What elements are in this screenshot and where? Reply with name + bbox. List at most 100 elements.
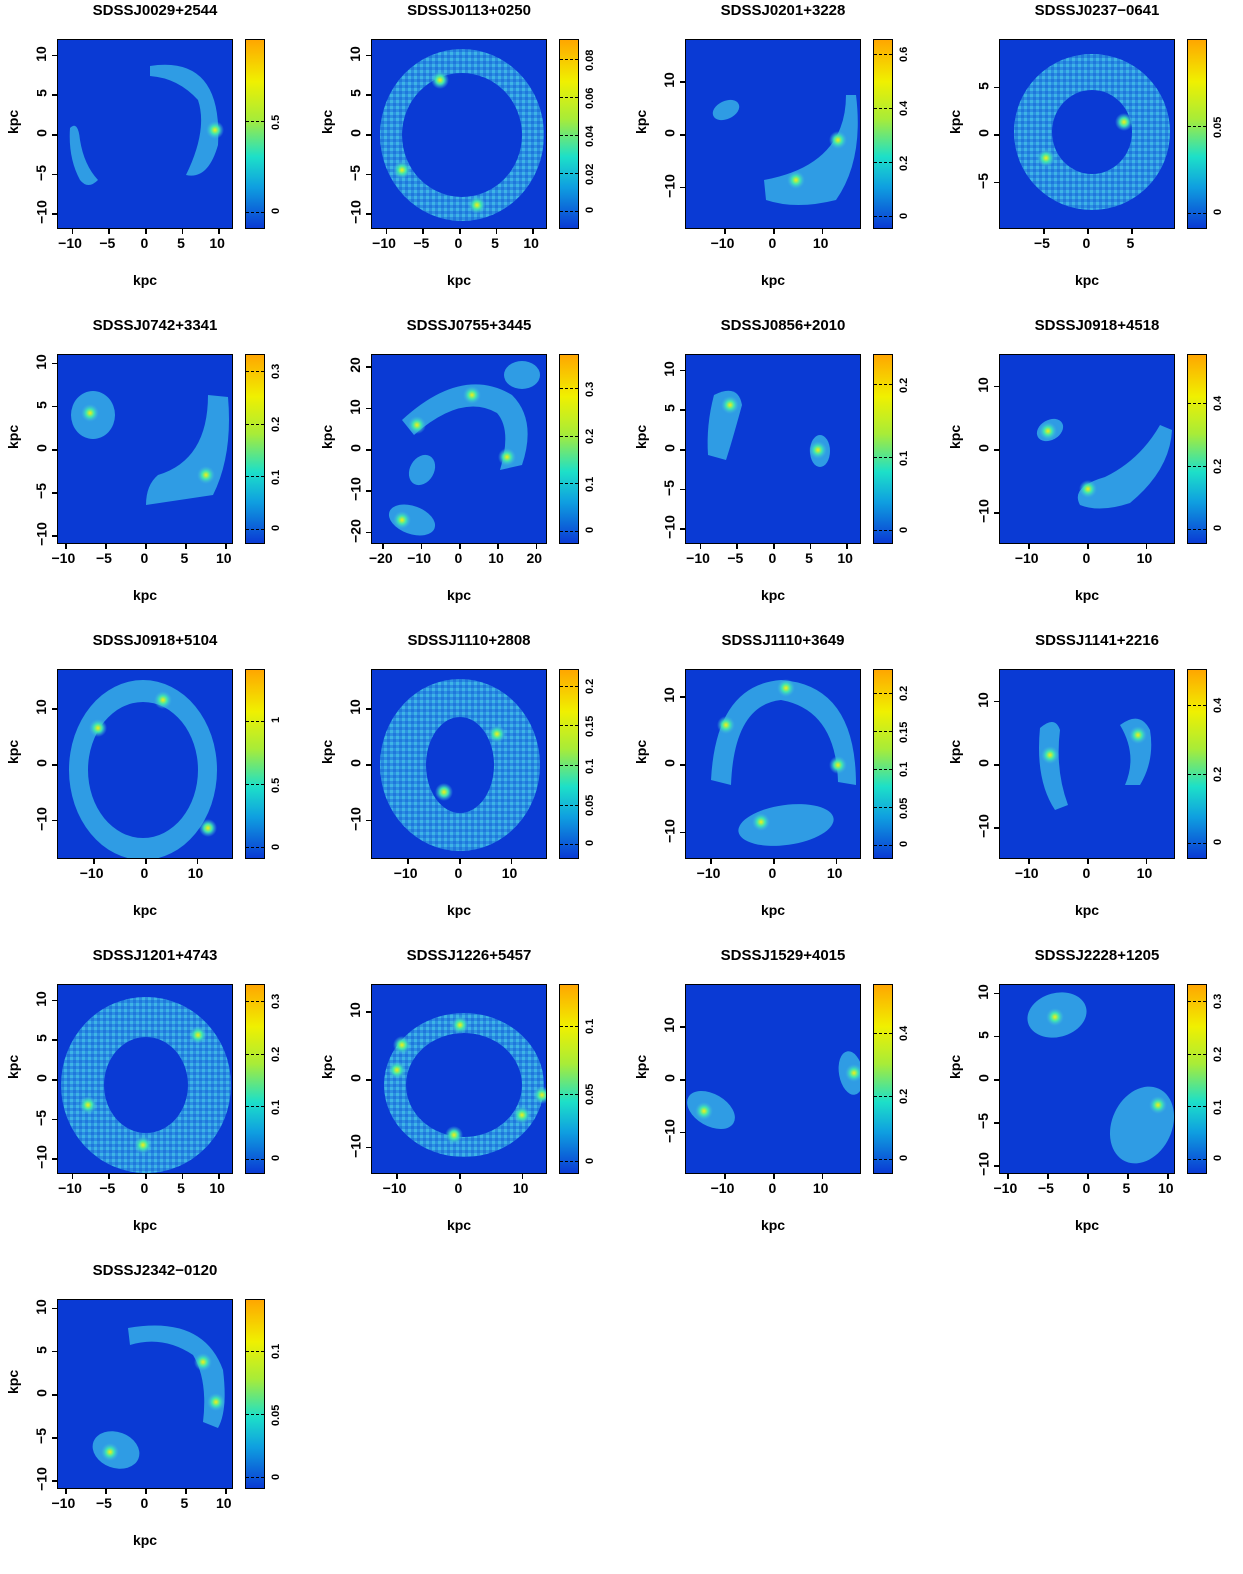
y-tick-mark: [52, 1394, 57, 1396]
colorbar-dash: [874, 162, 892, 164]
colorbar-dash: [874, 384, 892, 386]
x-tick-mark: [185, 544, 187, 549]
y-tick-mark: [994, 181, 999, 183]
y-tick-label: 10: [661, 361, 677, 377]
y-tick-label: 10: [347, 1002, 363, 1018]
x-tick-mark: [1087, 1174, 1089, 1179]
bright-knot: [717, 716, 735, 734]
x-tick-label: 0: [1082, 235, 1091, 251]
lens-panel: SDSSJ0201+3228 −10 0 10 −10 0 10 kpc kpc 0 0.2 0.4 0…: [628, 0, 938, 314]
colorbar-dash: [874, 457, 892, 459]
heatmap-plot: [371, 354, 547, 544]
colorbar-dash: [874, 806, 892, 808]
bright-knot: [79, 1096, 97, 1114]
x-tick-label: 5: [491, 235, 499, 251]
colorbar-dash: [560, 765, 578, 766]
y-tick-mark: [52, 1480, 57, 1482]
heatmap-plot: [685, 354, 861, 544]
colorbar-tick-label: 0.2: [898, 1089, 910, 1105]
y-tick-mark: [994, 764, 999, 766]
colorbar-tick-label: 0: [270, 1473, 282, 1480]
x-tick-label: 10: [1136, 550, 1153, 566]
y-tick-mark: [52, 708, 57, 710]
heatmap-image: [1027, 992, 1174, 1164]
colorbar-tick-label: 0.2: [898, 686, 910, 702]
heatmap-plot: [57, 984, 233, 1174]
colorbar-tick-label: 0.5: [270, 114, 282, 131]
colorbar-tick-label: 0.4: [898, 1025, 910, 1042]
lensed-image: [1109, 1086, 1174, 1164]
y-tick-mark: [680, 134, 685, 136]
y-tick-mark: [52, 764, 57, 766]
y-tick-label: −5: [975, 1113, 991, 1130]
x-tick-label: 0: [140, 235, 149, 251]
y-tick-label: −10: [347, 807, 363, 831]
y-tick-mark: [52, 1350, 57, 1353]
bright-knot: [435, 783, 453, 801]
x-tick-mark: [510, 859, 513, 864]
x-tick-label: −10: [407, 550, 431, 566]
x-axis-label: kpc: [760, 587, 786, 603]
colorbar-dash: [1188, 1053, 1206, 1055]
x-tick-label: 0: [140, 1495, 149, 1511]
y-tick-mark: [366, 449, 371, 451]
bright-knot: [533, 1086, 546, 1104]
y-tick-label: 0: [33, 759, 49, 767]
colorbar-dash: [1188, 704, 1206, 706]
bright-knot: [1149, 1096, 1167, 1114]
lensed-arc: [146, 395, 229, 505]
x-tick-mark: [181, 229, 184, 234]
y-tick-mark: [52, 362, 57, 365]
y-tick-mark: [366, 764, 371, 766]
y-tick-mark: [366, 1079, 371, 1081]
colorbar-dash: [560, 59, 578, 60]
lensed-image: [388, 504, 436, 536]
colorbar-dash: [560, 804, 578, 806]
colorbar-dash: [246, 121, 264, 123]
bright-knot: [829, 131, 847, 149]
x-tick-label: 0: [454, 865, 463, 881]
x-axis-label: kpc: [1074, 272, 1100, 288]
x-tick-mark: [1127, 1174, 1129, 1179]
x-tick-mark: [396, 1174, 398, 1179]
y-axis-label: kpc: [947, 424, 963, 449]
y-tick-label: 5: [33, 89, 49, 98]
y-tick-mark: [366, 54, 371, 57]
y-tick-label: −20: [347, 518, 363, 543]
panel-title: SDSSJ0201+3228: [720, 2, 846, 19]
y-tick-label: −5: [661, 479, 677, 496]
y-tick-mark: [994, 1165, 999, 1167]
colorbar-dash: [246, 1053, 264, 1055]
colorbar: [245, 669, 265, 859]
bright-knot: [829, 756, 847, 774]
y-tick-mark: [366, 819, 371, 822]
bright-knot: [809, 441, 827, 459]
x-tick-label: 10: [209, 235, 225, 251]
colorbar-dash: [246, 370, 264, 372]
colorbar-dash: [560, 435, 578, 437]
colorbar-tick-label: 0.1: [584, 476, 596, 492]
colorbar-dash: [246, 529, 264, 531]
y-tick-label: 0: [347, 444, 363, 452]
x-axis-label: kpc: [132, 902, 158, 918]
x-axis-label: kpc: [760, 272, 786, 288]
y-tick-label: −10: [661, 1118, 677, 1143]
y-tick-mark: [52, 405, 57, 408]
x-tick-label: −10: [79, 865, 104, 881]
heatmap-plot: [57, 354, 233, 544]
y-tick-label: 0: [33, 129, 49, 137]
x-axis-label: kpc: [1074, 1217, 1100, 1233]
y-tick-mark: [680, 488, 685, 491]
heatmap-plot: [999, 669, 1175, 859]
lensed-arc: [69, 125, 98, 185]
panel-title: SDSSJ1110+2808: [407, 632, 531, 649]
y-tick-mark: [680, 696, 685, 698]
x-tick-mark: [65, 1489, 67, 1494]
x-tick-mark: [145, 859, 147, 864]
y-tick-mark: [680, 1026, 685, 1028]
x-tick-mark: [821, 229, 824, 234]
y-tick-mark: [52, 1118, 57, 1121]
colorbar-dash: [1188, 1106, 1206, 1108]
colorbar: [873, 669, 893, 859]
y-axis-label: kpc: [947, 739, 963, 764]
